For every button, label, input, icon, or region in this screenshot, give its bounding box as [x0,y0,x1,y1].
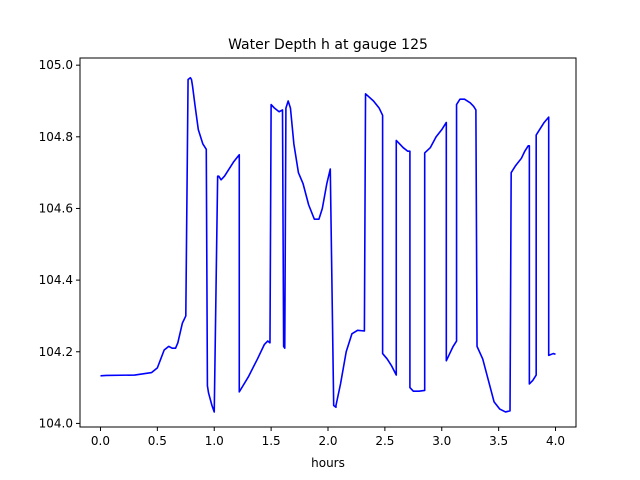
y-axis-ticks: 104.0 104.2 104.4 104.6 104.8 105.0 [39,58,80,430]
x-axis-ticks: 0.0 0.5 1.0 1.5 2.0 2.5 3.0 3.5 4.0 [91,427,565,448]
series-line-0 [100,76,556,413]
y-tick-label: 104.8 [39,130,73,144]
x-tick-label: 0.0 [91,434,110,448]
y-tick-label: 104.0 [39,416,73,430]
chart-title: Water Depth h at gauge 125 [228,37,428,53]
x-tick-label: 1.5 [262,434,281,448]
y-tick-label: 104.2 [39,345,73,359]
x-tick-label: 1.0 [205,434,224,448]
plot-frame [79,57,577,428]
x-axis-label: hours [311,456,345,470]
x-tick-label: 3.0 [432,434,451,448]
x-tick-label: 2.0 [318,434,337,448]
plot-area [100,76,556,413]
y-tick-label: 104.6 [39,201,73,215]
x-tick-label: 0.5 [148,434,167,448]
y-tick-label: 105.0 [39,58,73,72]
x-tick-label: 3.5 [489,434,508,448]
x-tick-label: 2.5 [375,434,394,448]
x-tick-label: 4.0 [546,434,565,448]
y-tick-label: 104.4 [39,273,73,287]
